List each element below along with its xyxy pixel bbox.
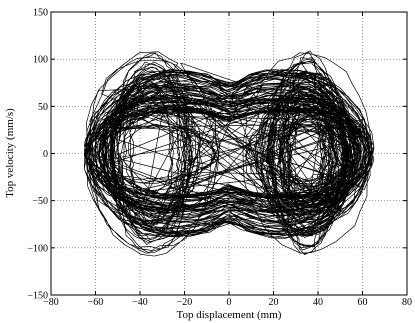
x-axis-label: Top displacement (mm) — [177, 309, 282, 321]
x-tick-label: 60 — [358, 297, 368, 308]
x-tick-label: −80 — [43, 297, 59, 308]
y-axis-ticks: −150 −100 −50 0 50 100 150 — [27, 8, 407, 302]
y-tick-label: 100 — [33, 55, 48, 66]
trajectory-series — [84, 50, 375, 257]
x-tick-label: 80 — [402, 297, 412, 308]
x-tick-label: −20 — [177, 297, 193, 308]
y-tick-label: −50 — [32, 196, 48, 207]
x-axis-ticks: −80 −60 −40 −20 0 20 40 60 80 — [43, 12, 412, 308]
y-tick-label: 0 — [43, 149, 48, 160]
x-tick-label: 40 — [313, 297, 323, 308]
x-tick-label: −40 — [132, 297, 148, 308]
x-tick-label: 0 — [227, 297, 232, 308]
y-tick-label: −150 — [27, 291, 48, 302]
y-tick-label: −100 — [27, 243, 48, 254]
y-axis-label: Top velocity (mm/s) — [4, 108, 16, 198]
x-tick-label: −60 — [88, 297, 104, 308]
x-tick-label: 20 — [269, 297, 279, 308]
y-tick-label: 150 — [33, 8, 48, 19]
trajectory-line — [84, 50, 375, 257]
y-tick-label: 50 — [38, 102, 48, 113]
